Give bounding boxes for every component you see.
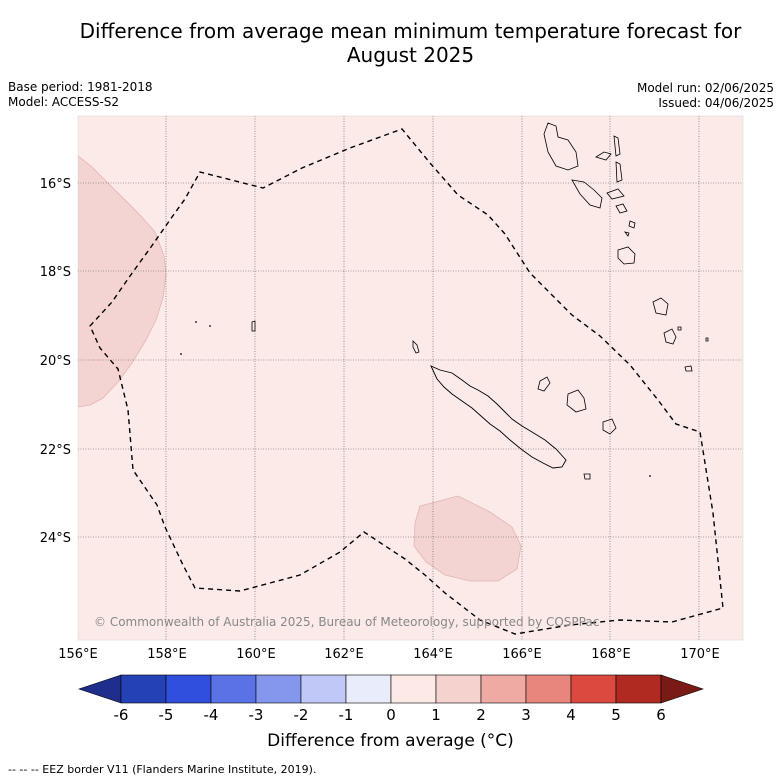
lon-tick-label: 164°E	[413, 647, 453, 662]
colorbar-label: Difference from average (°C)	[267, 731, 514, 751]
model-run: Model run: 02/06/2025	[636, 81, 774, 95]
colorbar-segment	[435, 674, 482, 704]
colorbar-tick-label: 5	[611, 706, 621, 724]
lon-tick-label: 160°E	[236, 647, 276, 662]
vanuatu-erromango	[652, 297, 669, 316]
colorbar-segment	[615, 674, 662, 704]
eez-border	[89, 128, 724, 635]
vanuatu-ambrym	[606, 188, 625, 200]
lon-tick-label: 166°E	[502, 647, 542, 662]
meta-left: Base period: 1981-2018 Model: ACCESS-S2	[8, 80, 153, 110]
colorbar-extend-high	[660, 674, 704, 704]
eez-legend-footer: -- -- -- EEZ border V11 (Flanders Marine…	[8, 763, 317, 776]
vanuatu-futuna	[705, 337, 709, 342]
copyright-text: © Commonwealth of Australia 2025, Bureau…	[94, 615, 599, 629]
lat-tick-label: 16°S	[40, 177, 71, 192]
vanuatu-aniwa	[677, 326, 682, 331]
chesterfield-islet	[251, 320, 256, 332]
vanuatu-aneityum	[684, 365, 693, 372]
vanuatu-ambae	[595, 151, 612, 161]
issued-date: Issued: 04/06/2025	[658, 96, 774, 110]
islet-2	[209, 325, 211, 327]
loyalty-island-mare	[602, 418, 617, 435]
lon-tick-labels: 156°E 158°E 160°E 162°E 164°E 166°E 168°…	[58, 647, 720, 662]
colorbar-tick-label: 6	[656, 706, 666, 724]
lon-tick-label: 168°E	[591, 647, 631, 662]
loyalty-island-ouvea	[537, 376, 551, 392]
colorbar-tick-label: -3	[249, 706, 264, 724]
colorbar-segment	[165, 674, 212, 704]
lat-tick-labels: 16°S 18°S 20°S 22°S 24°S	[40, 177, 71, 546]
lon-tick-label: 162°E	[324, 647, 364, 662]
lon-tick-label: 158°E	[147, 647, 187, 662]
new-caledonia-coast	[430, 365, 567, 469]
vanuatu-emae	[624, 231, 630, 237]
lat-tick-label: 18°S	[40, 265, 71, 280]
lon-tick-label: 170°E	[680, 647, 720, 662]
lat-tick-label: 20°S	[40, 354, 71, 369]
vanuatu-pentecost	[615, 161, 623, 183]
lat-tick-label: 22°S	[40, 443, 71, 458]
map-title: Difference from average mean minimum tem…	[20, 19, 781, 67]
plot-frame	[77, 115, 744, 641]
vanuatu-efate	[617, 246, 636, 265]
lat-tick-label: 24°S	[40, 531, 71, 546]
belep-island	[412, 340, 420, 354]
colorbar-tick-label: -4	[204, 706, 219, 724]
colorbar-tick-label: 2	[476, 706, 486, 724]
title-line-1: Difference from average mean minimum tem…	[79, 19, 742, 43]
islet-4	[649, 475, 651, 477]
colorbar-tick-label: 1	[431, 706, 441, 724]
colorbar-segment	[345, 674, 392, 704]
colorbar-segment	[300, 674, 347, 704]
colorbar-tick-label: 3	[521, 706, 531, 724]
colorbar-tick-label: -2	[294, 706, 309, 724]
colorbar-segment	[525, 674, 572, 704]
vanuatu-tanna	[663, 328, 677, 345]
colorbar-segment	[210, 674, 257, 704]
vanuatu-espiritu-santo	[543, 122, 579, 171]
colorbar-segment	[255, 674, 302, 704]
meta-right: Model run: 02/06/2025 Issued: 04/06/2025	[637, 81, 774, 111]
colorbar-extend-low	[78, 674, 122, 704]
title-line-2: August 2025	[346, 43, 475, 67]
isle-of-pines	[583, 473, 591, 480]
west-anomaly-region	[78, 155, 167, 408]
map-background	[78, 116, 743, 640]
colorbar-tick-label: -6	[114, 706, 129, 724]
vanuatu-maewo	[613, 135, 621, 157]
vanuatu-malekula	[571, 179, 603, 209]
colorbar-tick-label: -5	[159, 706, 174, 724]
vanuatu-epi	[615, 203, 628, 214]
south-anomaly-region	[413, 495, 522, 582]
colorbar-segment	[480, 674, 527, 704]
colorbar-segment	[390, 674, 437, 704]
grid-lines	[78, 116, 743, 640]
lon-tick-label: 156°E	[58, 647, 98, 662]
colorbar-ticks: -6 -5 -4 -3 -2 -1 0 1 2 3 4 5 6	[114, 706, 666, 724]
islet-1	[195, 321, 197, 323]
colorbar-tick-label: 4	[566, 706, 576, 724]
colorbar-segment	[570, 674, 617, 704]
colorbar-segment	[120, 674, 167, 704]
base-period: Base period: 1981-2018	[8, 80, 153, 94]
colorbar-tick-label: -1	[339, 706, 354, 724]
colorbar	[78, 674, 704, 704]
loyalty-island-lifou	[566, 389, 587, 413]
islet-3	[180, 353, 182, 355]
model-name: Model: ACCESS-S2	[8, 95, 120, 109]
vanuatu-shepherd	[628, 220, 636, 229]
colorbar-tick-label: 0	[386, 706, 396, 724]
